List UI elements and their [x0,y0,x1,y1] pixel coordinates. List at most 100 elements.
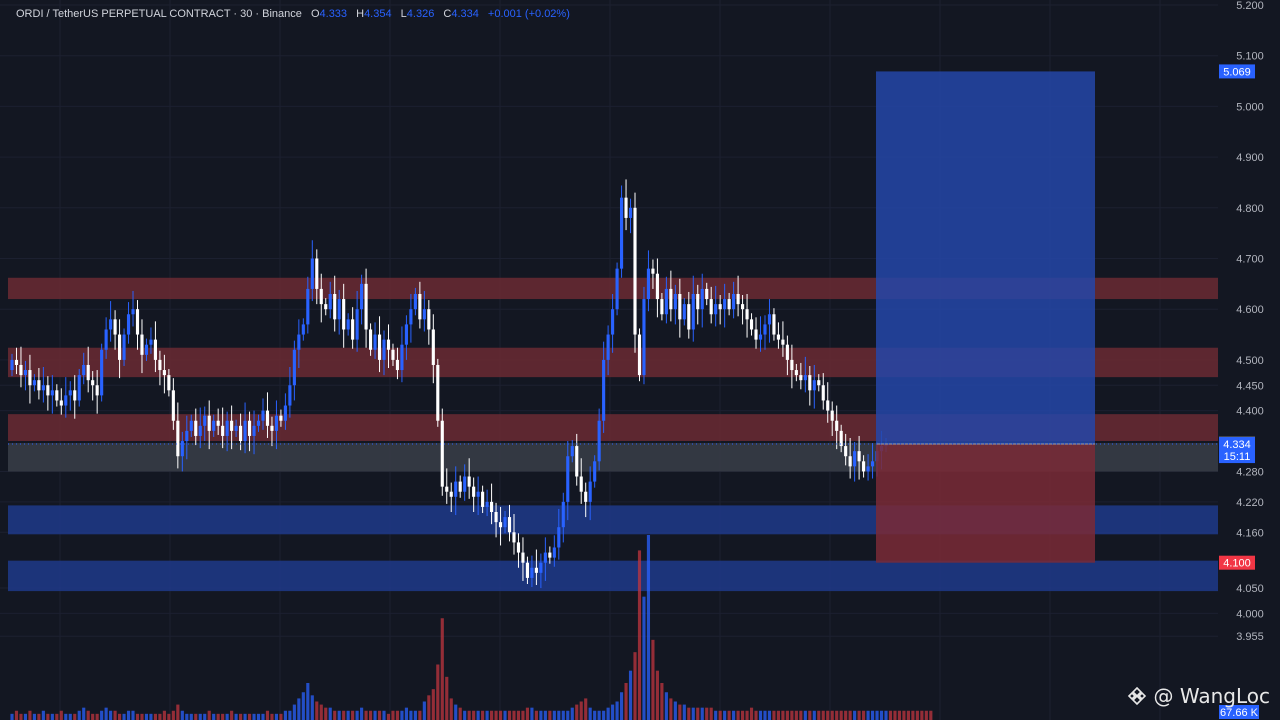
volume-bar [732,710,736,720]
candle-body [741,304,745,310]
volume-bar [763,710,767,720]
volume-bar [557,710,561,720]
volume-bar [10,713,14,720]
price-label-box [1219,437,1255,464]
candle-body [297,334,301,350]
candle-body [243,420,247,442]
candle-body [252,425,256,436]
candle-body [319,288,323,305]
candle-body [198,425,202,436]
candle-body [265,410,270,426]
candle-body [673,293,677,310]
candle-body [270,425,274,431]
volume-bar [897,710,902,720]
candle-body [73,390,77,401]
candle-body [826,400,830,411]
candle-body [714,304,718,315]
candle-body [633,207,637,335]
candle-body [41,385,45,391]
volume-bar [364,710,368,720]
volume-bar [817,710,821,720]
candle-body [301,324,305,335]
candle-body [86,364,90,381]
price-tick-label: 4.000 [1236,608,1264,620]
volume-bar [911,710,915,720]
price-tick-label: 4.400 [1236,406,1264,418]
candle-body [413,293,417,310]
volume-bar [920,710,924,720]
candle-body [723,299,727,310]
volume-bar [835,710,839,720]
candle-body [606,334,610,360]
candle-body [203,415,207,426]
candle-body [521,552,525,563]
candle-body [646,268,651,300]
candle-body [503,517,507,528]
candle-body [377,334,382,360]
candle-body [516,542,521,553]
candle-body [386,339,391,350]
volume-bar [498,710,503,720]
volume-bar [619,692,624,720]
volume-bar [176,704,180,720]
candle-body [185,430,189,442]
candle-body [619,197,624,269]
candle-body [239,425,243,442]
candle-body [364,283,368,330]
volume-bar [776,710,780,720]
volume-bar [543,710,547,720]
candle-body [135,309,140,335]
volume-bar [368,710,373,720]
volume-bar [28,710,32,720]
candle-body [781,339,785,345]
candle-body [14,359,19,365]
volume-bar [830,710,834,720]
candle-body [445,486,449,492]
candle-body [368,329,373,350]
volume-bar [669,698,673,720]
candle-body [817,380,821,386]
candle-body [655,273,659,300]
candle-body [476,491,480,497]
volume-bar [239,713,243,720]
volume-bar [929,710,933,720]
candle-body [749,319,754,330]
volume-bar [315,701,319,720]
candle-body [436,364,440,421]
candle-body [785,344,789,360]
volume-bar [530,707,534,720]
low-value: 4.326 [406,8,435,20]
volume-bar [870,710,875,720]
volume-bar [19,713,23,720]
volume-bar [803,710,807,720]
volume-bar [570,707,574,720]
volume-bar [548,710,552,720]
candle-body [310,258,314,289]
volume-bar [46,713,50,720]
volume-bar [857,710,861,720]
candle-body [180,441,184,457]
volume-bar [324,707,328,720]
candle-body [682,304,686,320]
volume-bar [328,707,332,720]
volume-bar [171,710,175,720]
volume-bar [624,683,628,720]
candle-body [37,380,41,391]
candle-body [144,344,149,355]
volume-bar [767,710,772,720]
volume-bar [149,713,153,720]
volume-bar [100,710,104,720]
volume-bar [445,676,449,720]
candle-body [162,370,166,376]
volume-bar [109,710,113,720]
candle-body [140,334,144,355]
price-axis-bg [1218,0,1280,720]
volume-bar [73,713,77,720]
price-tick-label: 5.100 [1236,51,1264,63]
symbol-legend: ORDI / TetherUS PERPETUAL CONTRACT · 30 … [16,8,570,20]
volume-bar [37,713,41,720]
volume-bar [131,710,135,720]
candle-body [19,364,23,376]
candle-body [82,364,86,376]
